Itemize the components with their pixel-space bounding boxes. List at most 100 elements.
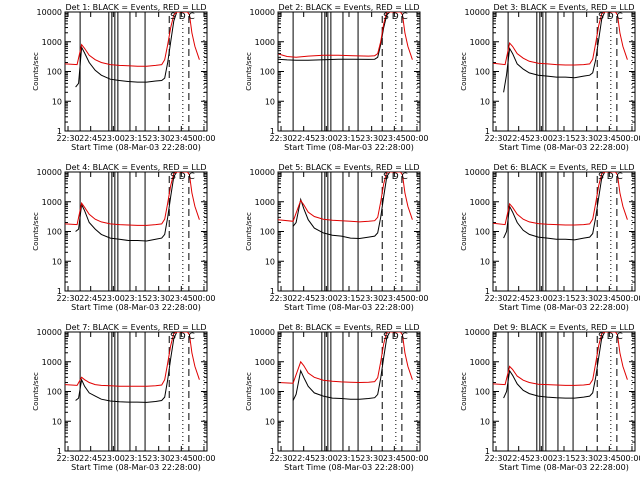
panel-data [493, 332, 633, 451]
x-tick-label: 23:45 [598, 134, 621, 143]
x-tick-label: 00:00 [620, 134, 640, 143]
events-series-line [503, 332, 608, 399]
x-tick-label: 00:00 [405, 294, 428, 303]
x-tick-label: 00:00 [620, 294, 640, 303]
y-tick-label: 100 [47, 228, 62, 237]
events-series-line [75, 172, 180, 242]
x-axis-label: Start Time (08-Mar-03 22:28:00) [284, 303, 414, 312]
x-tick-label: 22:45 [79, 134, 102, 143]
panel-data [278, 332, 418, 451]
y-tick-label: 1000 [42, 198, 62, 207]
lld-series-line [493, 12, 628, 66]
flag-letters: S D C [598, 12, 623, 22]
x-tick-label: 00:00 [192, 294, 215, 303]
x-tick-label: 23:00 [102, 454, 125, 463]
x-axis-label: Start Time (08-Mar-03 22:28:00) [499, 463, 629, 472]
y-tick-label: 1 [57, 127, 62, 136]
events-series-line [75, 332, 180, 403]
y-tick-label: 10 [480, 97, 490, 106]
y-tick-label: 100 [475, 388, 490, 397]
x-tick-label: 23:00 [315, 454, 338, 463]
x-tick-label: 22:45 [507, 134, 530, 143]
plot-frame [277, 11, 421, 132]
x-tick-label: 22:30 [484, 294, 507, 303]
x-tick-label: 00:00 [405, 134, 428, 143]
y-tick-label: 1 [485, 127, 490, 136]
x-tick-label: 00:00 [620, 454, 640, 463]
plot-frame [64, 11, 208, 132]
panel-title: Det 7: BLACK = Events, RED = LLD [66, 323, 207, 332]
plot-frame [492, 331, 636, 452]
x-axis-label: Start Time (08-Mar-03 22:28:00) [71, 463, 201, 472]
plot-frame [277, 331, 421, 452]
x-tick-label: 22:30 [269, 294, 292, 303]
panel-title: Det 1: BLACK = Events, RED = LLD [66, 3, 207, 12]
panel-title: Det 5: BLACK = Events, RED = LLD [279, 163, 420, 172]
plot-frame [492, 11, 636, 132]
x-tick-label: 23:15 [124, 294, 147, 303]
x-tick-label: 23:30 [575, 294, 598, 303]
y-tick-label: 1000 [255, 358, 275, 367]
lld-series-line [65, 332, 200, 387]
panel-title: Det 6: BLACK = Events, RED = LLD [494, 163, 635, 172]
y-tick-label: 10 [265, 257, 275, 266]
y-tick-label: 10000 [465, 328, 490, 337]
y-tick-label: 100 [260, 228, 275, 237]
x-tick-label: 22:30 [484, 454, 507, 463]
flag-letters: S D C [170, 12, 195, 22]
y-tick-label: 1 [485, 447, 490, 456]
x-tick-label: 23:15 [124, 134, 147, 143]
panel-data [65, 172, 205, 291]
plot-frame [64, 331, 208, 452]
x-tick-label: 23:30 [147, 134, 170, 143]
y-tick-label: 100 [475, 68, 490, 77]
y-tick-label: 100 [260, 388, 275, 397]
panel-title: Det 3: BLACK = Events, RED = LLD [494, 3, 635, 12]
lld-series-line [65, 12, 200, 67]
y-tick-label: 10000 [465, 8, 490, 17]
y-tick-label: 1 [270, 447, 275, 456]
x-tick-label: 23:30 [575, 454, 598, 463]
x-tick-label: 22:30 [56, 454, 79, 463]
lld-series-line [278, 12, 413, 60]
y-axis-label: Counts/sec [460, 212, 468, 251]
events-series-line [292, 332, 393, 401]
x-tick-label: 23:45 [170, 294, 193, 303]
x-tick-label: 23:45 [170, 454, 193, 463]
x-tick-label: 00:00 [405, 454, 428, 463]
y-axis-label: Counts/sec [245, 212, 253, 251]
flag-letters: S D C [170, 172, 195, 182]
x-tick-label: 23:15 [552, 134, 575, 143]
y-tick-label: 100 [260, 68, 275, 77]
x-tick-label: 23:15 [337, 134, 360, 143]
lld-series-line [278, 172, 413, 223]
plot-frame [277, 171, 421, 292]
x-tick-label: 23:15 [337, 454, 360, 463]
y-tick-label: 10 [52, 257, 62, 266]
x-tick-label: 22:30 [269, 454, 292, 463]
x-tick-label: 23:30 [575, 134, 598, 143]
x-tick-label: 23:45 [170, 134, 193, 143]
y-tick-label: 10000 [250, 8, 275, 17]
x-tick-label: 22:45 [292, 134, 315, 143]
y-tick-label: 10000 [250, 328, 275, 337]
x-axis-label: Start Time (08-Mar-03 22:28:00) [499, 143, 629, 152]
x-axis-label: Start Time (08-Mar-03 22:28:00) [499, 303, 629, 312]
x-tick-label: 00:00 [192, 134, 215, 143]
y-tick-label: 1000 [470, 358, 490, 367]
y-axis-label: Counts/sec [32, 212, 40, 251]
panel-data [493, 172, 633, 291]
panel-data [65, 332, 205, 451]
y-axis-label: Counts/sec [245, 52, 253, 91]
x-tick-label: 23:45 [598, 294, 621, 303]
y-axis-label: Counts/sec [460, 52, 468, 91]
y-tick-label: 10 [265, 417, 275, 426]
panel-title: Det 4: BLACK = Events, RED = LLD [66, 163, 207, 172]
x-tick-label: 22:45 [507, 294, 530, 303]
x-tick-label: 23:15 [552, 454, 575, 463]
